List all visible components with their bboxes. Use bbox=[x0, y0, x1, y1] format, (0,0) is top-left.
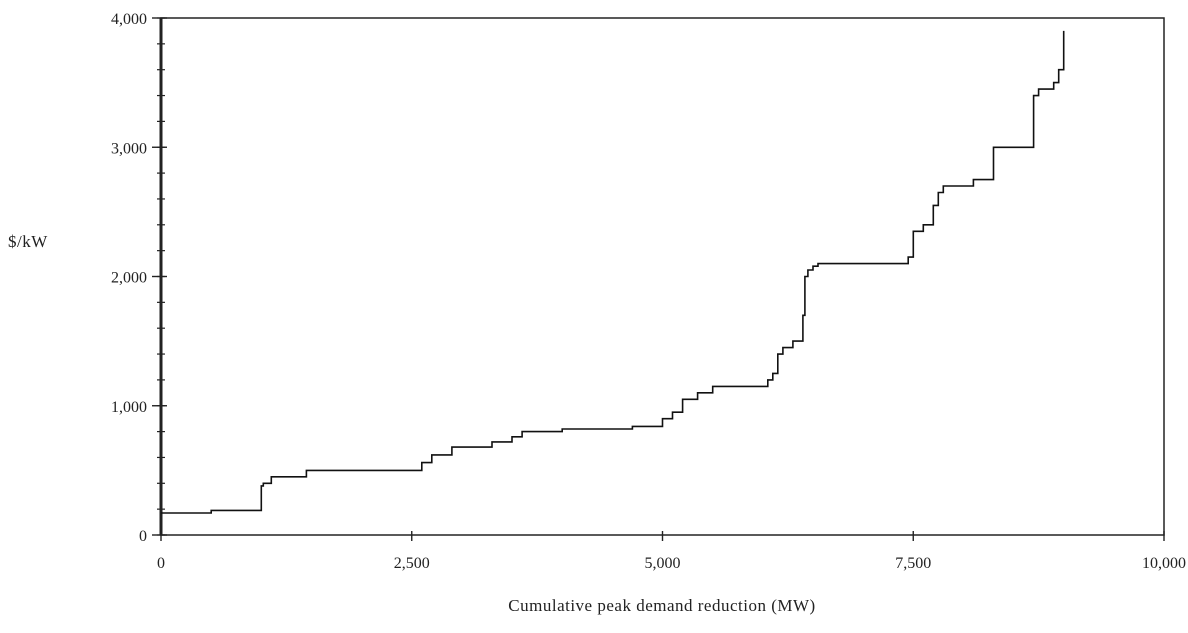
x-axis-label: Cumulative peak demand reduction (MW) bbox=[508, 596, 815, 615]
x-tick-label: 0 bbox=[157, 555, 165, 572]
x-tick-label: 5,000 bbox=[645, 555, 681, 572]
y-tick-label: 2,000 bbox=[111, 270, 147, 287]
plot-frame bbox=[160, 17, 1165, 536]
y-tick-label: 1,000 bbox=[111, 399, 147, 416]
y-axis-label: $/kW bbox=[8, 232, 48, 251]
x-axis: 0 2,500 5,000 7,500 10,000 bbox=[157, 531, 1186, 572]
y-axis: 0 1,000 2,000 3,000 4,000 bbox=[111, 11, 167, 545]
x-tick-label: 7,500 bbox=[895, 555, 931, 572]
x-tick-label: 2,500 bbox=[394, 555, 430, 572]
x-tick-label: 10,000 bbox=[1142, 555, 1186, 572]
series-line bbox=[161, 30, 1065, 514]
y-tick-label: 3,000 bbox=[111, 140, 147, 157]
y-tick-label: 0 bbox=[139, 528, 147, 545]
y-tick-label: 4,000 bbox=[111, 11, 147, 28]
